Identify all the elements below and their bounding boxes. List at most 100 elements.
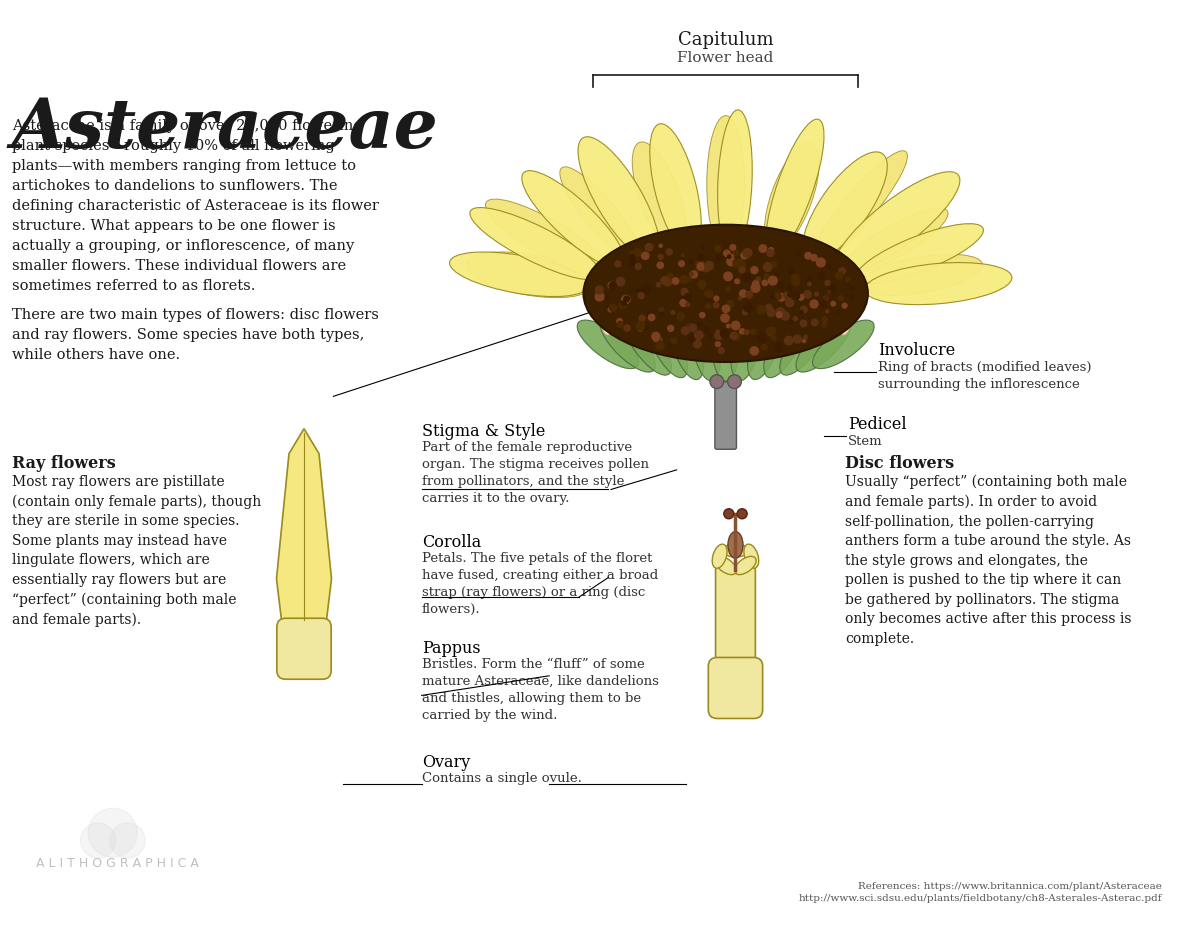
Circle shape	[724, 273, 732, 281]
Circle shape	[745, 291, 752, 298]
Circle shape	[677, 312, 684, 321]
Circle shape	[110, 823, 145, 858]
Circle shape	[710, 375, 724, 388]
Circle shape	[790, 321, 793, 324]
Ellipse shape	[560, 167, 640, 260]
Ellipse shape	[712, 544, 727, 568]
Circle shape	[706, 304, 710, 309]
Circle shape	[685, 324, 692, 330]
Circle shape	[646, 244, 653, 251]
Circle shape	[800, 311, 803, 313]
Circle shape	[731, 260, 736, 266]
Circle shape	[804, 291, 811, 298]
Circle shape	[793, 336, 802, 343]
Circle shape	[752, 281, 758, 287]
Circle shape	[811, 319, 818, 325]
Circle shape	[725, 310, 728, 313]
Circle shape	[606, 296, 608, 298]
Circle shape	[630, 260, 636, 267]
Circle shape	[734, 279, 739, 284]
Ellipse shape	[467, 252, 592, 298]
Circle shape	[622, 296, 630, 304]
Circle shape	[617, 322, 623, 327]
Ellipse shape	[728, 531, 743, 558]
Circle shape	[827, 290, 830, 294]
Circle shape	[842, 303, 847, 308]
Circle shape	[768, 327, 775, 336]
Circle shape	[624, 296, 630, 301]
Circle shape	[610, 283, 617, 289]
Circle shape	[638, 326, 643, 331]
Circle shape	[686, 302, 690, 307]
Circle shape	[800, 306, 808, 312]
Ellipse shape	[718, 110, 752, 255]
Circle shape	[787, 285, 793, 290]
Circle shape	[792, 274, 799, 282]
Circle shape	[80, 823, 115, 858]
Circle shape	[653, 337, 659, 341]
Text: Asteraceae: Asteraceae	[12, 95, 439, 163]
Ellipse shape	[764, 311, 805, 377]
Circle shape	[822, 317, 827, 323]
Circle shape	[680, 299, 688, 307]
Circle shape	[720, 330, 728, 337]
Circle shape	[829, 286, 836, 293]
FancyBboxPatch shape	[715, 565, 755, 671]
Ellipse shape	[834, 171, 960, 274]
Circle shape	[704, 261, 713, 270]
Ellipse shape	[775, 291, 793, 335]
Circle shape	[762, 337, 766, 339]
Circle shape	[769, 248, 774, 252]
Circle shape	[595, 286, 604, 294]
Text: Part of the female reproductive
organ. The stigma receives pollen
from pollinato: Part of the female reproductive organ. T…	[421, 441, 649, 505]
Circle shape	[827, 284, 833, 290]
Circle shape	[810, 300, 818, 308]
Circle shape	[823, 295, 829, 300]
Circle shape	[792, 292, 799, 299]
Circle shape	[850, 286, 853, 290]
Ellipse shape	[731, 308, 760, 381]
Circle shape	[740, 252, 748, 259]
Ellipse shape	[619, 291, 636, 335]
Circle shape	[608, 282, 614, 288]
Circle shape	[680, 253, 684, 257]
Polygon shape	[276, 428, 331, 627]
Circle shape	[786, 292, 793, 300]
Circle shape	[617, 319, 623, 324]
Circle shape	[758, 334, 767, 342]
Ellipse shape	[722, 544, 748, 557]
Circle shape	[715, 246, 721, 251]
Circle shape	[89, 808, 137, 857]
Circle shape	[610, 304, 617, 311]
Circle shape	[774, 273, 778, 277]
Circle shape	[656, 283, 660, 286]
Circle shape	[695, 331, 703, 339]
Circle shape	[797, 252, 800, 256]
Circle shape	[737, 509, 748, 519]
Ellipse shape	[716, 291, 734, 335]
Circle shape	[774, 344, 782, 352]
Circle shape	[811, 255, 817, 260]
Circle shape	[805, 252, 811, 259]
Circle shape	[726, 324, 730, 328]
Text: Ring of bracts (modified leaves)
surrounding the inflorescence: Ring of bracts (modified leaves) surroun…	[877, 361, 1091, 391]
Circle shape	[667, 325, 673, 331]
Ellipse shape	[834, 291, 852, 335]
Circle shape	[827, 264, 832, 269]
Circle shape	[634, 248, 642, 257]
Circle shape	[751, 267, 758, 273]
Ellipse shape	[670, 309, 703, 379]
Circle shape	[694, 340, 701, 348]
Circle shape	[688, 277, 691, 281]
Circle shape	[846, 277, 850, 281]
Text: Corolla: Corolla	[421, 534, 481, 551]
Circle shape	[696, 267, 701, 272]
Circle shape	[702, 246, 704, 249]
Circle shape	[697, 322, 702, 326]
Circle shape	[682, 288, 688, 296]
Circle shape	[704, 326, 709, 332]
Circle shape	[817, 273, 826, 280]
Circle shape	[721, 314, 730, 323]
FancyBboxPatch shape	[708, 657, 763, 718]
Text: Bristles. Form the “fluff” of some
mature Asteraceae, like dandelions
and thistl: Bristles. Form the “fluff” of some matur…	[421, 658, 659, 722]
